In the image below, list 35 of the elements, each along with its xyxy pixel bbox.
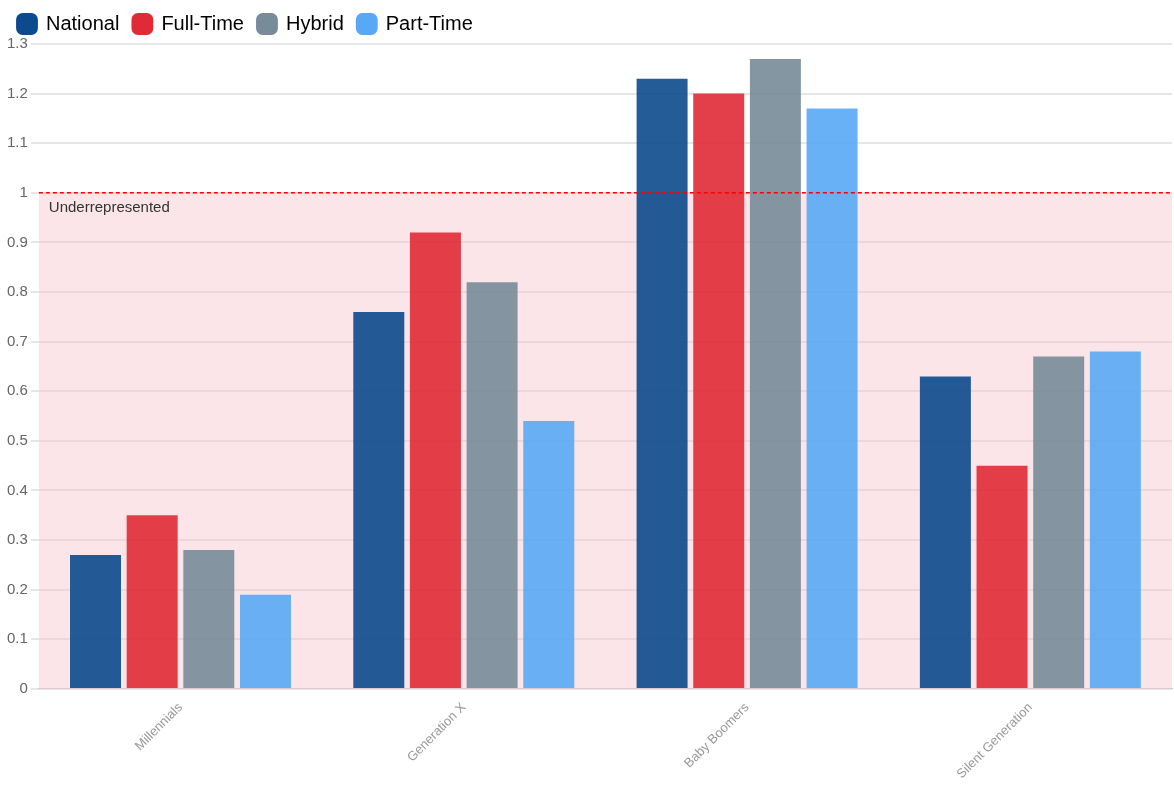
bar	[1033, 356, 1085, 688]
y-tick-label: 0.9	[6, 232, 28, 250]
bar	[466, 282, 518, 688]
y-tick-label: 0.7	[6, 331, 28, 349]
legend-label: Hybrid	[285, 11, 344, 34]
y-tick-label: 0.4	[6, 480, 28, 498]
bar	[806, 108, 858, 688]
bar	[523, 421, 575, 688]
y-tick-label: 0	[19, 679, 28, 697]
bar	[749, 58, 801, 688]
band-label: Underrepresented	[48, 198, 170, 216]
bar	[353, 311, 405, 688]
bar	[693, 93, 745, 688]
bar	[70, 554, 122, 688]
bar	[1089, 351, 1141, 688]
bar	[636, 78, 688, 688]
bar	[409, 232, 461, 688]
y-tick-label: 0.1	[6, 629, 28, 647]
legend-label: Part-Time	[385, 11, 473, 34]
y-tick-label: 0.8	[6, 282, 28, 300]
legend-label: National	[46, 11, 120, 34]
y-tick-label: 1	[19, 182, 28, 200]
y-tick-label: 0.2	[6, 579, 28, 597]
bar	[239, 594, 291, 688]
y-tick-label: 0.5	[6, 431, 28, 449]
bar	[183, 550, 235, 688]
bar	[126, 515, 178, 688]
y-tick-label: 1.3	[6, 34, 28, 52]
bar	[976, 465, 1028, 688]
y-tick-label: 1.1	[6, 133, 28, 151]
legend-label: Full-Time	[161, 11, 244, 34]
y-tick-label: 0.3	[6, 530, 28, 548]
bar	[919, 376, 971, 688]
y-tick-label: 1.2	[6, 83, 28, 101]
y-tick-label: 0.6	[6, 381, 28, 399]
